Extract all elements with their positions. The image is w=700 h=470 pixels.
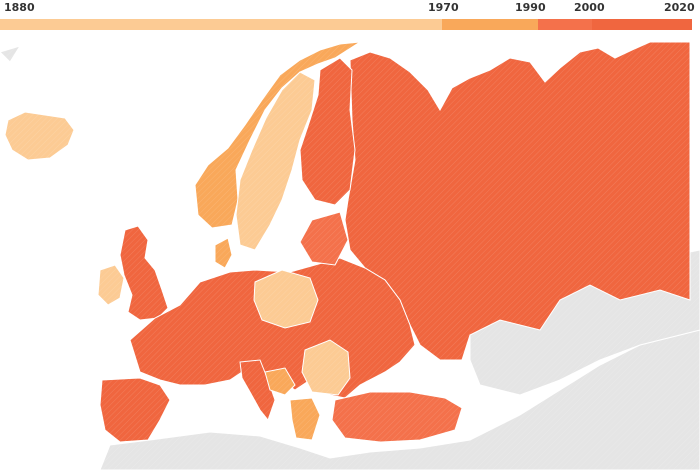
legend-label-1990: 1990 xyxy=(515,1,546,14)
timeline-legend: 1880 1970 1990 2000 2020 xyxy=(0,0,700,34)
legend-segment-1880-1970 xyxy=(0,19,442,30)
legend-label-1880: 1880 xyxy=(4,1,35,14)
texture-overlay xyxy=(0,34,700,470)
legend-label-2000: 2000 xyxy=(574,1,605,14)
legend-segment-1970-1990 xyxy=(442,19,538,30)
legend-segment-1990-2000 xyxy=(538,19,592,30)
legend-label-1970: 1970 xyxy=(428,1,459,14)
legend-segment-2000-2020 xyxy=(592,19,692,30)
legend-label-2020: 2020 xyxy=(664,1,695,14)
europe-map xyxy=(0,34,700,470)
